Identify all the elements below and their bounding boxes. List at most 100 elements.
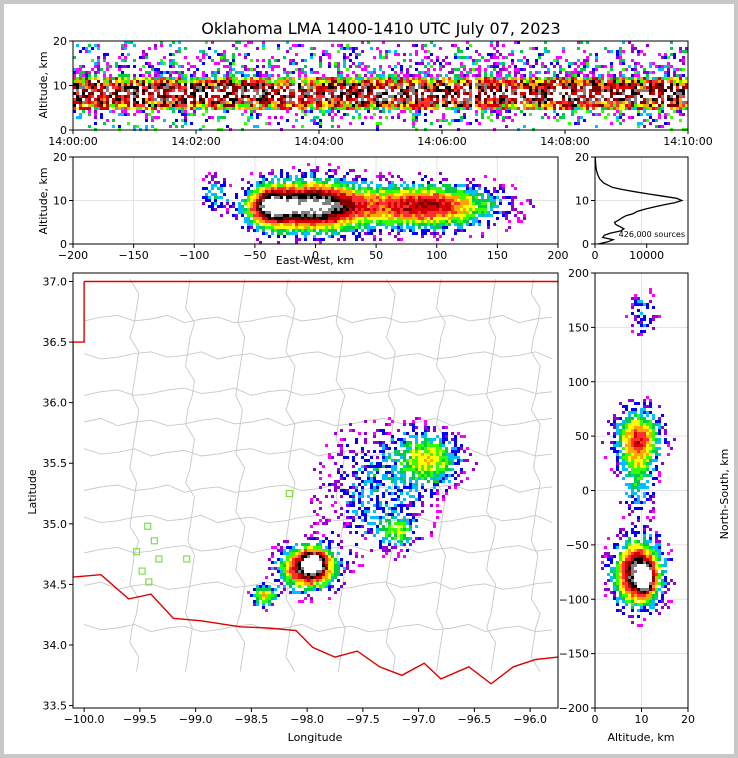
density-cell bbox=[301, 555, 304, 558]
density-cell bbox=[211, 80, 214, 83]
density-cell bbox=[514, 41, 517, 44]
density-cell bbox=[274, 220, 277, 223]
density-cell bbox=[136, 101, 139, 104]
density-cell bbox=[376, 83, 379, 86]
density-cell bbox=[505, 80, 508, 83]
density-cell bbox=[454, 53, 457, 56]
density-cell bbox=[433, 187, 436, 190]
density-cell bbox=[436, 208, 439, 211]
density-cell bbox=[361, 223, 364, 226]
density-cell bbox=[109, 92, 112, 95]
density-cell bbox=[319, 226, 322, 229]
density-cell bbox=[409, 202, 412, 205]
density-cell bbox=[550, 98, 553, 101]
density-cell bbox=[640, 65, 643, 68]
density-cell bbox=[139, 80, 142, 83]
density-cell bbox=[148, 71, 151, 74]
density-cell bbox=[139, 68, 142, 71]
density-cell bbox=[286, 205, 289, 208]
density-cell bbox=[484, 175, 487, 178]
density-cell bbox=[349, 53, 352, 56]
y-tick-label: 10 bbox=[53, 80, 67, 93]
density-cell bbox=[298, 202, 301, 205]
density-cell bbox=[298, 92, 301, 95]
density-cell bbox=[295, 199, 298, 202]
density-cell bbox=[484, 101, 487, 104]
density-cell bbox=[298, 229, 301, 232]
density-cell bbox=[226, 98, 229, 101]
density-cell bbox=[346, 172, 349, 175]
density-cell bbox=[631, 89, 634, 92]
density-cell bbox=[475, 59, 478, 62]
density-cell bbox=[289, 92, 292, 95]
density-cell bbox=[121, 89, 124, 92]
density-cell bbox=[484, 80, 487, 83]
density-cell bbox=[442, 59, 445, 62]
density-cell bbox=[244, 208, 247, 211]
density-cell bbox=[280, 205, 283, 208]
density-cell bbox=[454, 208, 457, 211]
density-cell bbox=[355, 77, 358, 80]
density-cell bbox=[313, 199, 316, 202]
density-cell bbox=[352, 77, 355, 80]
density-cell bbox=[382, 223, 385, 226]
density-cell bbox=[184, 92, 187, 95]
density-cell bbox=[163, 92, 166, 95]
density-cell bbox=[460, 208, 463, 211]
density-cell bbox=[670, 101, 673, 104]
x-tick-label: −100 bbox=[179, 249, 209, 262]
density-cell bbox=[568, 92, 571, 95]
density-cell bbox=[478, 65, 481, 68]
density-cell bbox=[478, 199, 481, 202]
density-cell bbox=[490, 214, 493, 217]
density-cell bbox=[394, 53, 397, 56]
density-cell bbox=[445, 178, 448, 181]
density-cell bbox=[568, 86, 571, 89]
density-cell bbox=[241, 80, 244, 83]
density-cell bbox=[511, 95, 514, 98]
density-cell bbox=[571, 62, 574, 65]
density-cell bbox=[349, 169, 352, 172]
density-cell bbox=[454, 95, 457, 98]
density-cell bbox=[394, 107, 397, 110]
density-cell bbox=[85, 50, 88, 53]
density-cell bbox=[406, 199, 409, 202]
density-cell bbox=[496, 62, 499, 65]
density-cell bbox=[268, 211, 271, 214]
density-cell bbox=[514, 71, 517, 74]
density-cell bbox=[490, 89, 493, 92]
density-cell bbox=[466, 193, 469, 196]
density-cell bbox=[574, 74, 577, 77]
density-cell bbox=[457, 190, 460, 193]
density-cell bbox=[466, 104, 469, 107]
density-cell bbox=[76, 77, 79, 80]
density-cell bbox=[430, 41, 433, 44]
density-cell bbox=[514, 98, 517, 101]
density-cell bbox=[202, 104, 205, 107]
density-cell bbox=[325, 95, 328, 98]
density-cell bbox=[181, 80, 184, 83]
density-cell bbox=[379, 86, 382, 89]
density-cell bbox=[412, 107, 415, 110]
density-cell bbox=[514, 65, 517, 68]
density-cell bbox=[502, 44, 505, 47]
lma-figure: Oklahoma LMA 1400-1410 UTC July 07, 2023… bbox=[26, 19, 731, 744]
density-cell bbox=[478, 122, 481, 125]
density-cell bbox=[379, 110, 382, 113]
density-cell bbox=[376, 217, 379, 220]
density-cell bbox=[484, 190, 487, 193]
density-cell bbox=[202, 98, 205, 101]
density-cell bbox=[313, 238, 316, 241]
density-cell bbox=[283, 77, 286, 80]
density-cell bbox=[334, 65, 337, 68]
density-cell bbox=[400, 68, 403, 71]
density-cell bbox=[196, 95, 199, 98]
density-cell bbox=[583, 119, 586, 122]
density-cell bbox=[103, 71, 106, 74]
density-cell bbox=[127, 104, 130, 107]
density-cell bbox=[337, 181, 340, 184]
density-cell bbox=[622, 95, 625, 98]
density-cell bbox=[406, 77, 409, 80]
density-cell bbox=[403, 107, 406, 110]
density-cell bbox=[451, 107, 454, 110]
